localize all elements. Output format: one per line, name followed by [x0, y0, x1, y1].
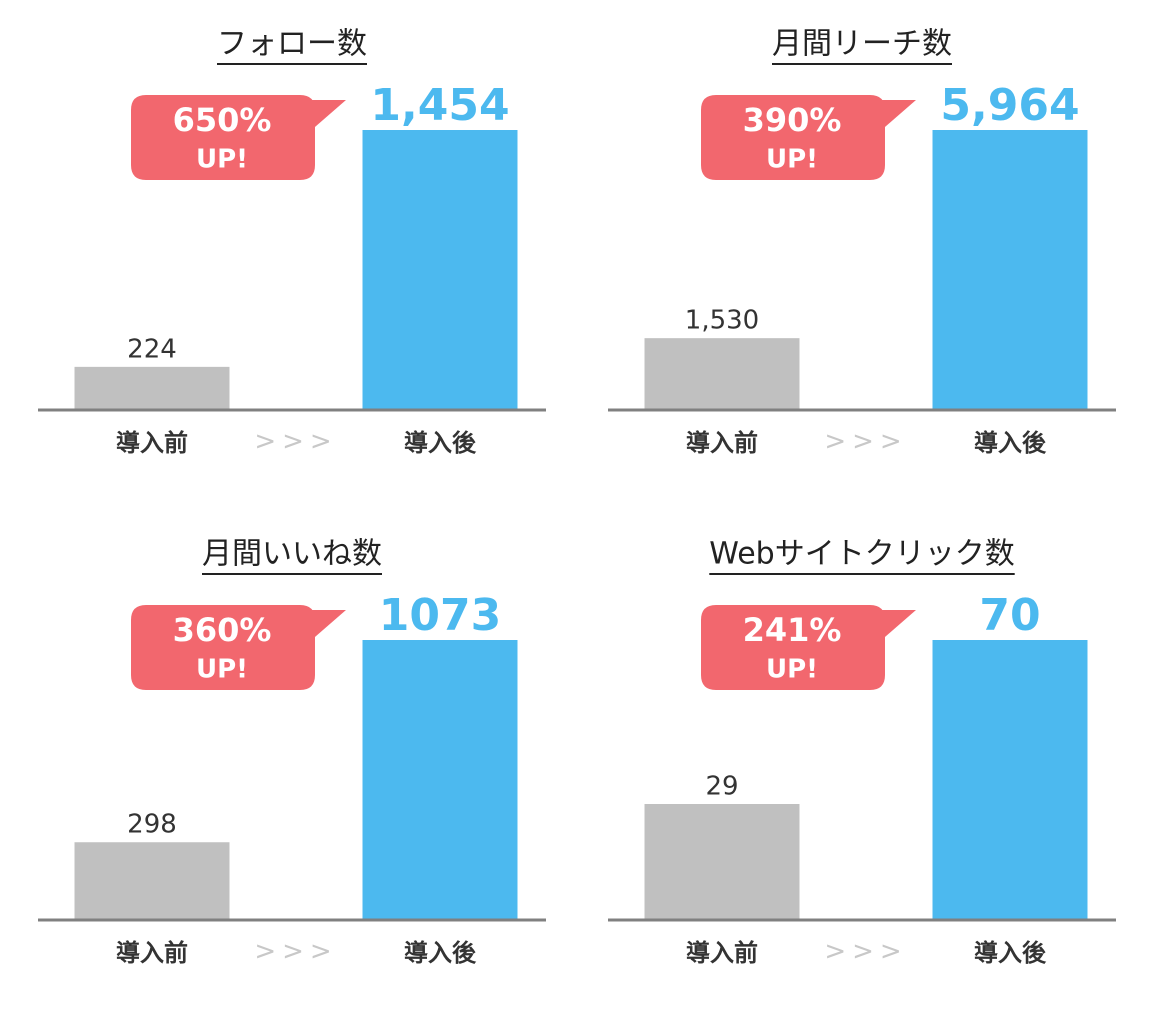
separator: >>>	[254, 427, 337, 457]
bar	[362, 640, 518, 920]
callout-bubble	[701, 95, 916, 180]
bar	[644, 804, 800, 920]
callout-bubble	[701, 605, 916, 690]
callout-bubble	[131, 605, 346, 690]
separator: >>>	[254, 937, 337, 967]
chart-title: フォロー数	[217, 27, 367, 62]
bar	[74, 366, 230, 410]
bar	[644, 338, 800, 410]
callout-text: 650%	[173, 101, 272, 139]
category-label: 導入前	[116, 429, 188, 457]
callout-bubble	[131, 95, 346, 180]
chart-title: 月間いいね数	[202, 537, 382, 572]
callout-sub: UP!	[766, 655, 818, 685]
callout-sub: UP!	[196, 655, 248, 685]
value-label: 298	[127, 810, 177, 840]
category-label: 導入後	[974, 939, 1047, 967]
callout-text: 360%	[173, 611, 272, 649]
chart-panel: 月間リーチ数 1,530 導入前 5,964 導入後 >>> 390% UP!	[608, 27, 1116, 457]
value-label: 1073	[379, 590, 501, 641]
callout-text: 390%	[743, 101, 842, 139]
bar	[932, 130, 1088, 410]
bar	[74, 842, 230, 920]
chart-title: Webサイトクリック数	[709, 537, 1014, 572]
category-label: 導入前	[686, 429, 758, 457]
chart-panel: 月間いいね数 298 導入前 1073 導入後 >>> 360% UP!	[38, 537, 546, 967]
callout-sub: UP!	[196, 145, 248, 175]
separator: >>>	[824, 937, 907, 967]
value-label: 70	[979, 590, 1040, 641]
value-label: 29	[705, 772, 738, 802]
value-label: 1,530	[685, 306, 759, 336]
value-label: 1,454	[370, 80, 509, 131]
separator: >>>	[824, 427, 907, 457]
category-label: 導入後	[974, 429, 1047, 457]
bar	[932, 640, 1088, 920]
chart-panel: フォロー数 224 導入前 1,454 導入後 >>> 650% UP!	[38, 27, 546, 457]
category-label: 導入後	[404, 939, 477, 967]
value-label: 224	[127, 334, 177, 364]
chart-title: 月間リーチ数	[772, 27, 952, 62]
bar	[362, 130, 518, 410]
category-label: 導入前	[686, 939, 758, 967]
callout-sub: UP!	[766, 145, 818, 175]
category-label: 導入前	[116, 939, 188, 967]
value-label: 5,964	[940, 80, 1079, 131]
callout-text: 241%	[743, 611, 842, 649]
chart-panel: Webサイトクリック数 29 導入前 70 導入後 >>> 241% UP!	[608, 537, 1116, 967]
category-label: 導入後	[404, 429, 477, 457]
